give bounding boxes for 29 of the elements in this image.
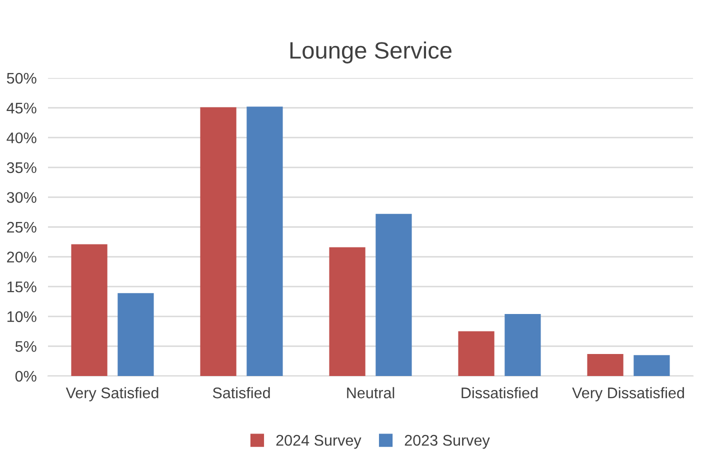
y-tick-label: 40% (6, 132, 36, 144)
bar (587, 354, 624, 376)
bar (634, 355, 670, 376)
bar (376, 214, 412, 376)
y-tick-label: 20% (7, 252, 36, 262)
y-tick-label: 35% (6, 162, 36, 174)
y-tick-label: 30% (6, 192, 36, 203)
y-tick-label: 0% (15, 370, 36, 382)
x-tick-label: Very Dissatisfied (572, 387, 684, 402)
y-tick-label: 45% (6, 102, 36, 114)
bar (200, 107, 236, 376)
y-tick-label: 25% (7, 222, 36, 233)
y-tick-label: 15% (7, 282, 36, 292)
x-tick-label: Neutral (347, 387, 394, 398)
bar (458, 331, 494, 376)
bar (504, 314, 541, 376)
bar (329, 247, 366, 376)
x-tick-label: Very Satisfied (66, 387, 158, 402)
bar (246, 106, 283, 376)
legend-label: 2023 Survey (404, 434, 490, 449)
chart-title: Lounge Service (290, 41, 452, 64)
y-tick-label: 5% (15, 341, 36, 352)
bar (71, 244, 108, 376)
y-tick-label: 10% (7, 311, 36, 322)
x-tick-label: Dissatisfied (462, 387, 538, 398)
bar (118, 293, 154, 376)
legend-label: 2024 Survey (276, 434, 362, 449)
y-tick-label: 50% (6, 72, 36, 84)
x-tick-label: Satisfied (212, 387, 270, 398)
